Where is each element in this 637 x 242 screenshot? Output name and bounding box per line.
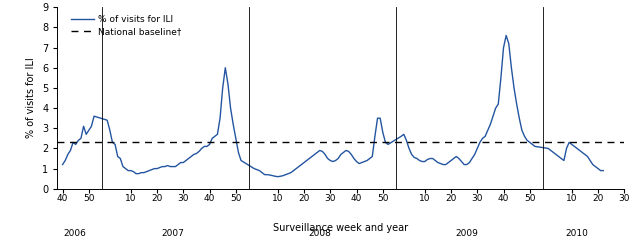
Line: % of visits for ILI: % of visits for ILI — [62, 36, 603, 177]
% of visits for ILI — [431, 159, 439, 162]
Y-axis label: % of visits for ILI: % of visits for ILI — [27, 58, 36, 138]
Text: 2007: 2007 — [161, 229, 184, 238]
% of visits for ILI — [59, 163, 66, 166]
% of visits for ILI — [503, 34, 510, 37]
% of visits for ILI — [274, 175, 282, 178]
X-axis label: Surveillance week and year: Surveillance week and year — [273, 223, 408, 233]
Legend: % of visits for ILI, National baseline†: % of visits for ILI, National baseline† — [68, 12, 185, 40]
Text: 2008: 2008 — [308, 229, 331, 238]
% of visits for ILI — [169, 165, 176, 168]
% of visits for ILI — [450, 157, 457, 160]
Text: 2006: 2006 — [63, 229, 86, 238]
% of visits for ILI — [440, 163, 447, 166]
Text: 2010: 2010 — [566, 229, 589, 238]
% of visits for ILI — [355, 162, 363, 165]
Text: 2009: 2009 — [455, 229, 478, 238]
% of visits for ILI — [466, 161, 473, 164]
% of visits for ILI — [599, 169, 607, 172]
